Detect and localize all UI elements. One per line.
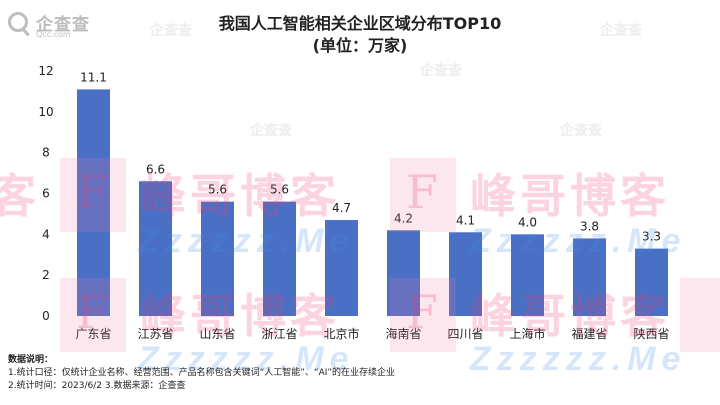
y-tick-label: 12 xyxy=(38,64,53,78)
watermark-text: 客 xyxy=(0,169,40,223)
watermark-box xyxy=(60,278,126,352)
chart-title: 我国人工智能相关企业区域分布TOP10 xyxy=(218,14,502,33)
watermark-logo: 企查查 xyxy=(250,123,292,139)
watermark-letter: F xyxy=(406,165,438,219)
x-tick-label: 山东省 xyxy=(199,327,235,341)
watermark-box xyxy=(680,278,720,352)
bar-福建省 xyxy=(573,238,606,316)
watermark-logo: 企查查 xyxy=(150,23,192,39)
y-tick-label: 2 xyxy=(42,268,50,282)
y-tick-label: 10 xyxy=(38,105,53,119)
notes-heading: 数据说明： xyxy=(8,355,54,365)
value-label: 3.8 xyxy=(580,219,599,233)
watermark-text: 峰哥博客 xyxy=(470,169,670,223)
value-label: 4.1 xyxy=(456,213,475,227)
watermark-box xyxy=(390,278,456,352)
y-tick-label: 6 xyxy=(42,187,50,201)
x-tick-label: 陕西省 xyxy=(633,326,669,341)
x-tick-label: 浙江省 xyxy=(261,327,297,341)
watermark-logo: 企查查 xyxy=(420,63,462,79)
watermark-sub: Zzzzzz.Me xyxy=(470,222,687,260)
bar-四川省 xyxy=(449,232,482,316)
bar-上海市 xyxy=(511,234,544,316)
bar-陕西省 xyxy=(635,248,668,316)
x-tick-label: 福建省 xyxy=(571,326,607,341)
watermark-text: 峰哥博客 xyxy=(470,289,670,343)
x-tick-label: 海南省 xyxy=(385,326,421,341)
value-label: 11.1 xyxy=(80,70,107,84)
value-label: 3.3 xyxy=(642,230,661,244)
x-tick-label: 上海市 xyxy=(509,326,545,341)
notes-line-2: 2.统计时间：2023/6/2 3.数据来源：企查查 xyxy=(8,381,186,391)
notes-line-1: 1.统计口径：仅统计企业名称、经营范围、产品名称包含关键词“人工智能”、“AI”… xyxy=(8,368,396,378)
chart-subtitle: (单位：万家) xyxy=(312,36,408,55)
value-label: 6.6 xyxy=(146,162,165,176)
x-tick-label: 广东省 xyxy=(75,327,111,341)
logo-name: 企查查 xyxy=(36,15,90,35)
x-tick-label: 江苏省 xyxy=(137,327,173,341)
watermark-sub: Zzzzzz.Me xyxy=(470,340,687,378)
value-label: 5.6 xyxy=(270,183,289,197)
watermark-text: 峰哥博客 xyxy=(140,289,340,343)
watermark-box xyxy=(390,158,456,232)
logo-domain: Qcc.com xyxy=(36,30,71,39)
y-tick-label: 8 xyxy=(42,146,50,160)
y-tick-label: 4 xyxy=(42,227,50,241)
watermark-letter: F xyxy=(76,165,108,219)
watermark-sub: Zzzzzz.Me xyxy=(138,340,355,378)
x-tick-label: 四川省 xyxy=(447,327,483,341)
watermark-logo: 企查查 xyxy=(560,123,602,139)
value-label: 4.0 xyxy=(518,215,537,229)
watermark-logo: 企查查 xyxy=(600,23,642,39)
value-label: 4.7 xyxy=(332,201,351,215)
bar-江苏省 xyxy=(139,181,172,316)
value-label: 5.6 xyxy=(208,183,227,197)
bar-海南省 xyxy=(387,230,420,316)
y-tick-label: 0 xyxy=(42,309,50,323)
x-tick-label: 北京市 xyxy=(323,326,359,341)
watermark-letter: F xyxy=(76,285,108,339)
watermark-sub: Zzzzzz.Me xyxy=(138,222,355,260)
data-notes: 数据说明： 1.统计口径：仅统计企业名称、经营范围、产品名称包含关键词“人工智能… xyxy=(8,354,395,393)
bar-浙江省 xyxy=(263,201,296,316)
watermark-box xyxy=(60,158,126,232)
watermark-text: 峰哥博客 xyxy=(140,169,340,223)
qcc-logo: 企查查 Qcc.com xyxy=(8,10,98,40)
value-label: 4.2 xyxy=(394,211,413,225)
watermark-letter: F xyxy=(406,285,438,339)
bar-山东省 xyxy=(201,201,234,316)
bar-广东省 xyxy=(77,89,110,316)
bar-北京市 xyxy=(325,220,358,316)
magnifier-icon xyxy=(8,12,28,32)
